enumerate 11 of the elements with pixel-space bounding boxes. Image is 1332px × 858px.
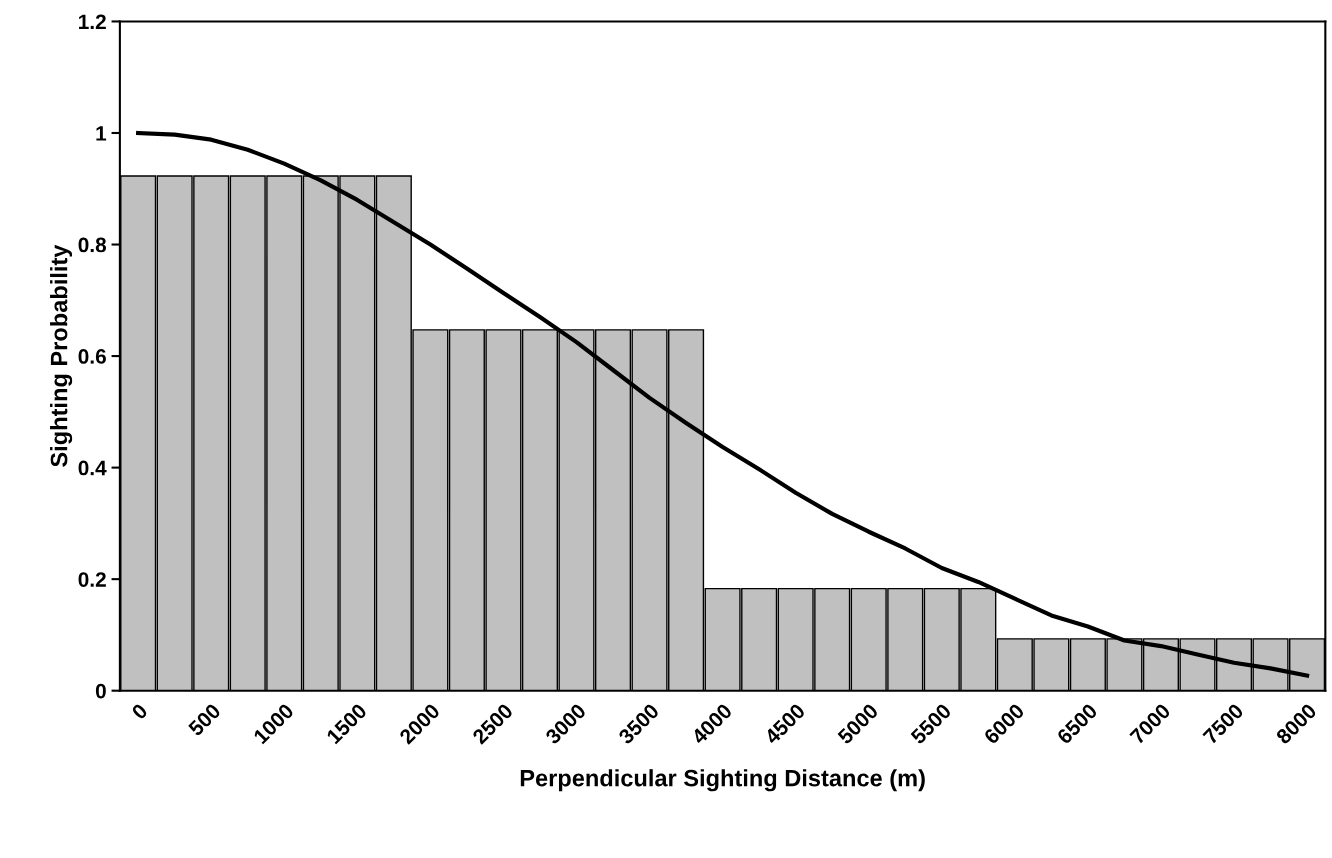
- x-axis-title: Perpendicular Sighting Distance (m): [520, 769, 925, 792]
- x-tick-label: 500: [187, 702, 222, 737]
- x-tick-label: 0: [130, 702, 149, 721]
- y-tick-label: 0.8: [78, 237, 107, 253]
- y-tick-label: 0.4: [78, 460, 107, 476]
- y-tick-label: 0.6: [78, 349, 106, 364]
- y-tick-label: 0.2: [78, 572, 106, 587]
- y-axis-title: Sighting Probability: [50, 244, 73, 467]
- y-tick-label: 1: [96, 126, 107, 141]
- y-tick-label: 0: [95, 683, 106, 699]
- y-tick-label: 1.2: [79, 14, 106, 29]
